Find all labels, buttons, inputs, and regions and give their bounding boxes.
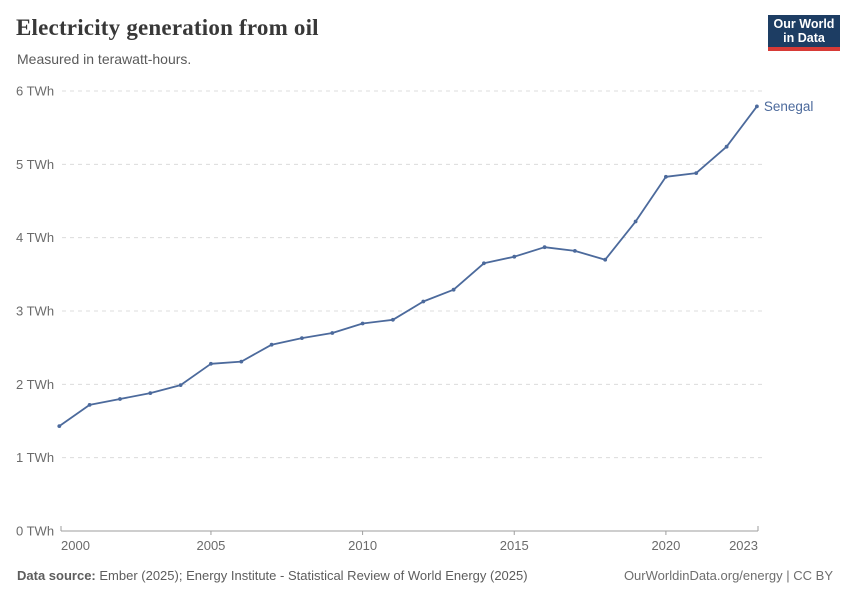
chart-title: Electricity generation from oil (16, 15, 319, 40)
data-point-marker (87, 403, 92, 407)
data-point-marker (118, 397, 122, 401)
data-point-marker (633, 219, 638, 224)
x-axis-tick-label: 2005 (196, 538, 225, 553)
y-axis-tick-label: 0 TWh (16, 524, 54, 539)
data-point-marker (269, 342, 274, 347)
y-axis-tick-label: 5 TWh (16, 157, 54, 172)
x-axis-tick-label: 2010 (348, 538, 377, 553)
data-point-marker (482, 261, 486, 266)
data-source-text: Ember (2025); Energy Institute - Statist… (95, 568, 528, 583)
chart-subtitle: Measured in terawatt-hours. (17, 51, 192, 67)
data-point-marker (664, 174, 668, 179)
data-point-marker (542, 245, 547, 250)
y-axis-tick-label: 4 TWh (16, 230, 54, 245)
x-axis-tick-label: 2000 (61, 538, 90, 553)
series-label-senegal[interactable]: Senegal (764, 99, 814, 114)
y-axis-tick-label: 3 TWh (16, 304, 54, 319)
data-point-marker (300, 336, 304, 340)
owid-logo-line1: Our World (773, 16, 835, 31)
chart-footer: Data source: Ember (2025); Energy Instit… (17, 568, 833, 583)
series-line-senegal[interactable] (58, 105, 758, 427)
data-point-marker (57, 424, 62, 428)
data-source-label: Data source: (17, 568, 96, 583)
data-point-marker (239, 359, 244, 364)
y-axis-tick-label: 1 TWh (16, 450, 54, 465)
data-point-marker (209, 361, 213, 366)
x-axis-tick-label: 2020 (651, 538, 680, 553)
data-point-marker (421, 299, 426, 304)
data-point-marker (148, 391, 153, 395)
x-axis-tick-label: 2015 (500, 538, 529, 553)
data-source-note: Data source: Ember (2025); Energy Instit… (17, 568, 528, 583)
owid-link[interactable]: OurWorldinData.org/energy | CC BY (623, 568, 833, 583)
data-point-marker (391, 317, 395, 322)
data-point-marker (178, 383, 183, 387)
data-point-marker (451, 287, 456, 292)
data-point-marker (512, 254, 517, 259)
data-point-marker (360, 321, 365, 326)
data-point-marker (330, 331, 335, 335)
chart-canvas: 0 TWh 1 TWh 2 TWh 3 TWh 4 TWh 5 TWh 6 TWh 2000 2… (16, 84, 814, 553)
x-axis-tick-label: 2023 (729, 538, 758, 553)
data-point-marker (573, 249, 577, 253)
data-point-marker (603, 257, 608, 262)
y-axis-tick-label: 2 TWh (16, 377, 54, 392)
data-point-marker (724, 144, 729, 149)
owid-logo[interactable]: Our World in Data (768, 15, 840, 51)
data-point-marker (694, 171, 699, 175)
y-axis-tick-label: 6 TWh (16, 84, 54, 99)
owid-logo-line2: in Data (783, 31, 825, 45)
data-point-marker (755, 104, 759, 109)
